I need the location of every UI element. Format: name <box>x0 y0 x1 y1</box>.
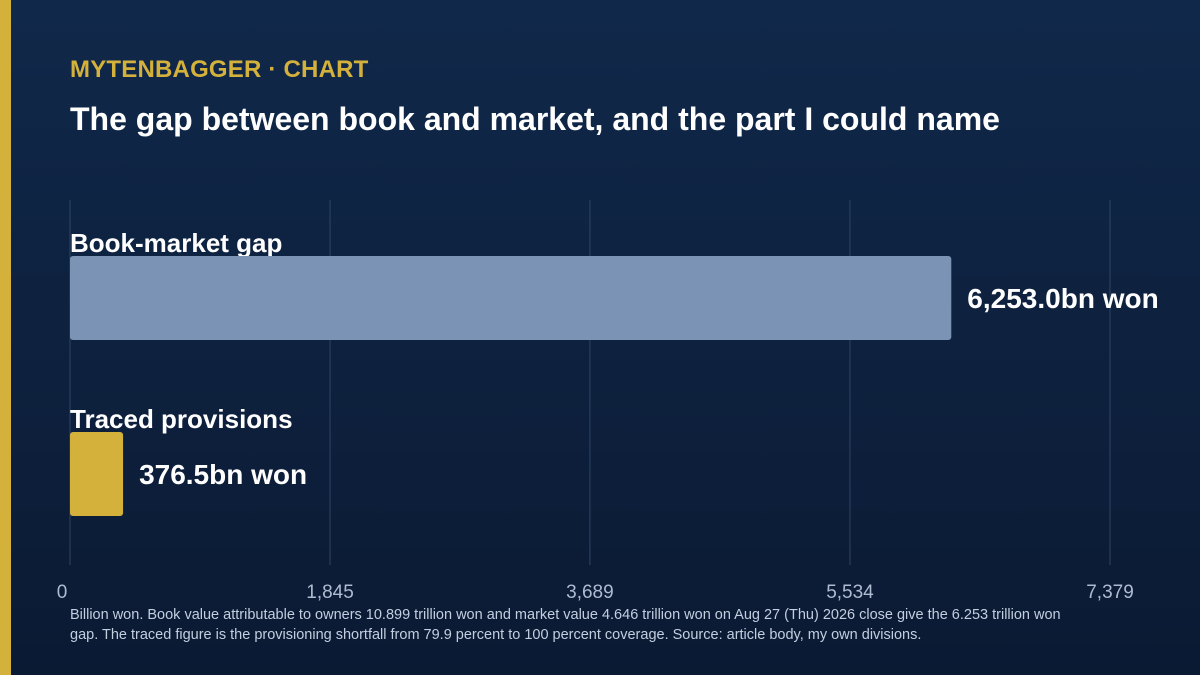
chart-footnote: Billion won. Book value attributable to … <box>70 607 1061 643</box>
category-label: Book-market gap <box>70 228 282 258</box>
chart-title: The gap between book and market, and the… <box>70 101 1000 137</box>
bar <box>70 432 124 516</box>
x-tick-label: 1,845 <box>306 582 354 603</box>
kicker-separator: · <box>268 56 277 83</box>
data-label: 6,253.0bn won <box>967 283 1158 314</box>
chart-kicker: MYTENBAGGER · CHART <box>70 56 369 84</box>
bar <box>70 256 952 340</box>
kicker-section: CHART <box>283 56 369 83</box>
kicker-brand: MYTENBAGGER <box>70 56 262 83</box>
category-label: Traced provisions <box>70 404 293 434</box>
data-label: 376.5bn won <box>139 459 307 490</box>
x-tick-label: 0 <box>57 582 68 603</box>
x-tick-label: 3,689 <box>566 582 614 603</box>
accent-stripe <box>0 0 11 675</box>
x-tick-label: 5,534 <box>826 582 874 603</box>
x-tick-label: 7,379 <box>1086 582 1134 603</box>
